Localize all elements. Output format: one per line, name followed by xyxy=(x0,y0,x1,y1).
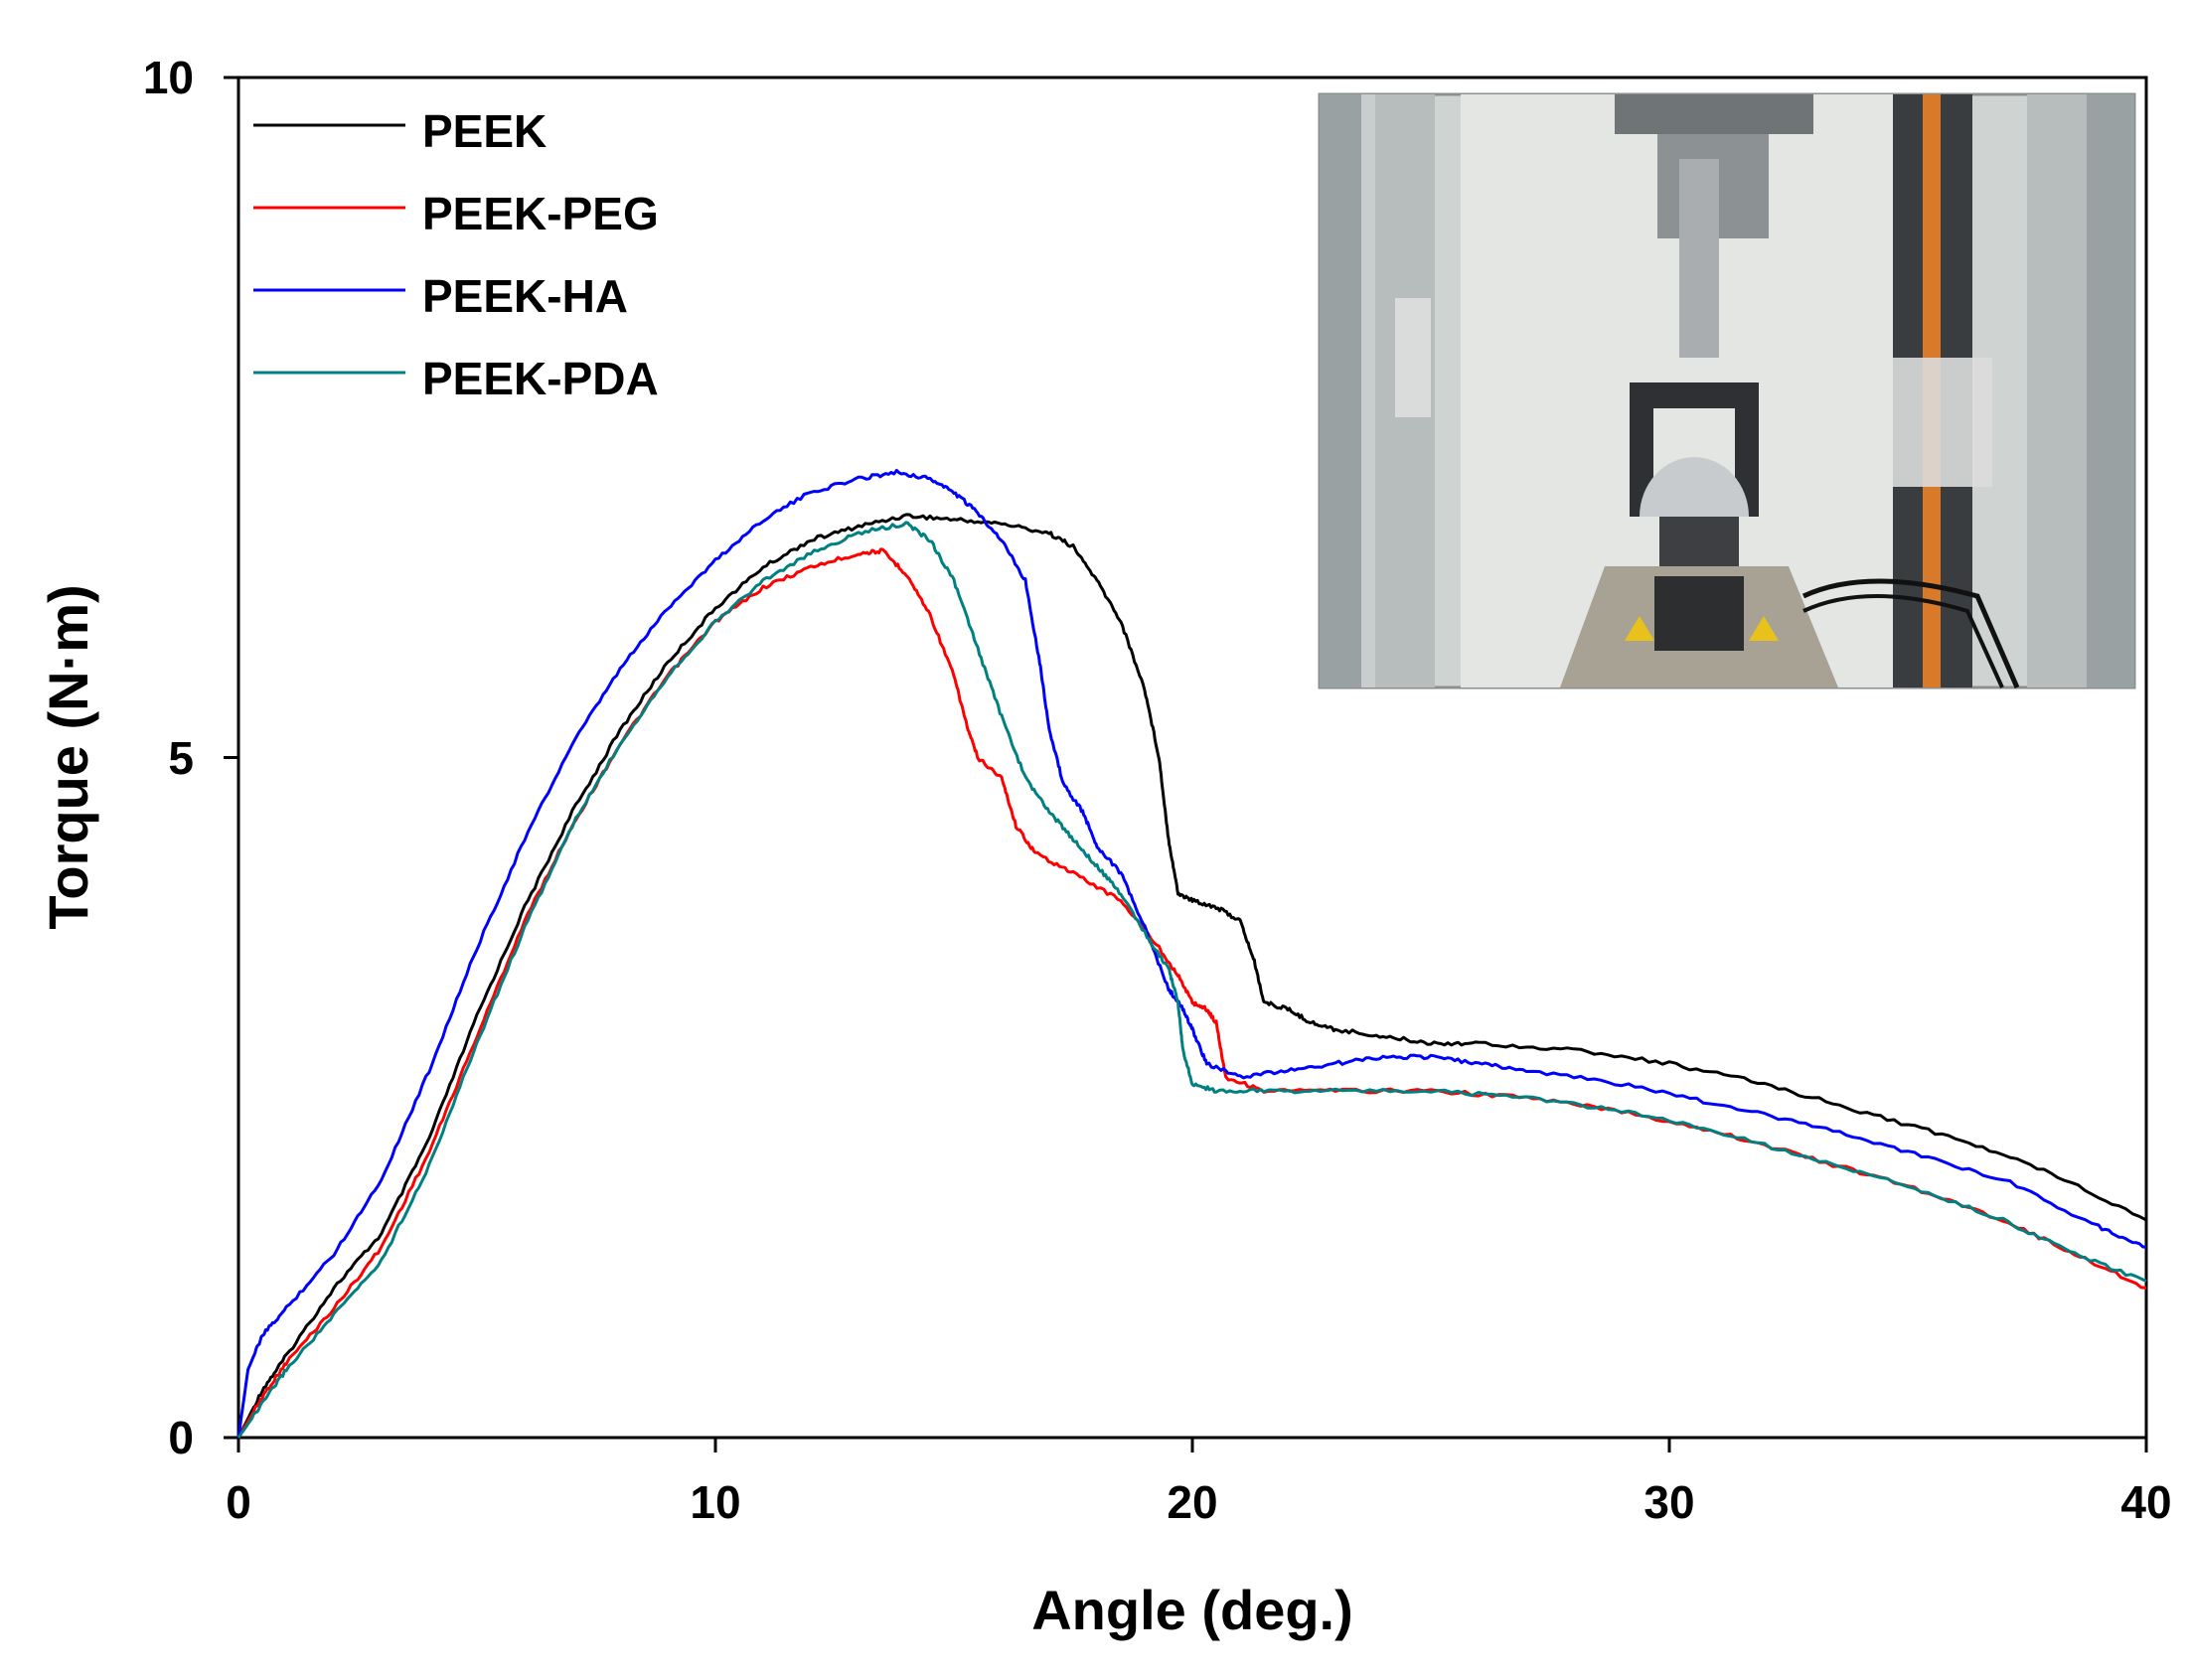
x-tick-label: 20 xyxy=(1167,1476,1217,1528)
legend-item: PEEK xyxy=(253,105,547,157)
legend-item: PEEK-HA xyxy=(253,270,628,322)
y-tick-label: 5 xyxy=(168,732,194,784)
x-tick-label: 30 xyxy=(1643,1476,1694,1528)
legend-item: PEEK-PEG xyxy=(253,188,659,239)
y-tick-marks xyxy=(224,76,238,1440)
test-fixture-photo xyxy=(1318,92,2136,689)
x-axis-title: Angle (deg.) xyxy=(1031,1579,1353,1641)
y-tick-label: 10 xyxy=(143,52,194,103)
legend-item: PEEK-PDA xyxy=(253,353,659,404)
series-layer xyxy=(236,468,2147,1439)
legend-label: PEEK-PEG xyxy=(422,188,659,239)
series-line-peek-pda xyxy=(236,521,2147,1439)
x-tick-label: 0 xyxy=(226,1476,251,1528)
x-tick-label: 10 xyxy=(690,1476,740,1528)
series-line-peek xyxy=(236,513,2147,1439)
legend-label: PEEK-HA xyxy=(422,270,628,322)
legend: PEEK PEEK-PEG PEEK-HA PEEK-PDA xyxy=(253,105,659,404)
y-tick-labels: 0 5 10 xyxy=(143,52,194,1463)
legend-label: PEEK xyxy=(422,105,547,157)
x-tick-labels: 0 10 20 30 40 xyxy=(226,1476,2171,1528)
x-tick-label: 40 xyxy=(2120,1476,2171,1528)
y-axis-title: Torque (N·m) xyxy=(37,584,99,929)
y-tick-label: 0 xyxy=(168,1412,194,1463)
legend-label: PEEK-PDA xyxy=(422,353,659,404)
x-tick-marks xyxy=(236,1438,2148,1452)
series-line-peek-ha xyxy=(236,468,2147,1439)
